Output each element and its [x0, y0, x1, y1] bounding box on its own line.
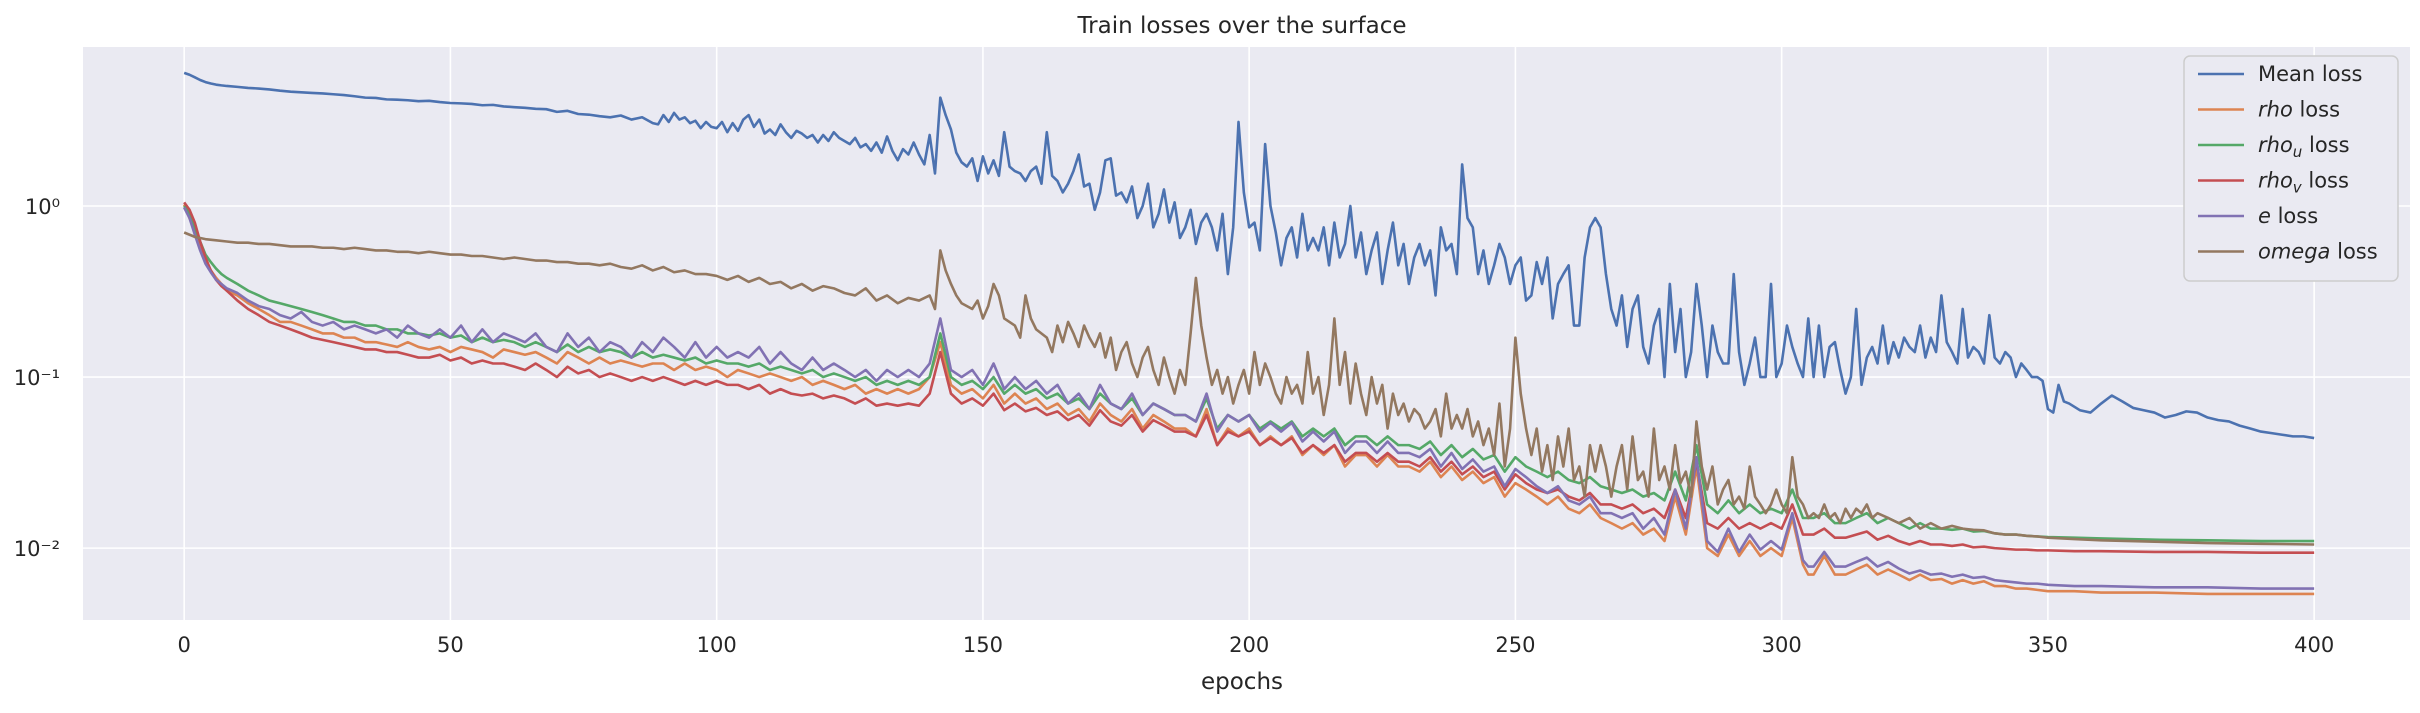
x-tick-label: 0 [177, 633, 190, 657]
x-tick-label: 150 [963, 633, 1003, 657]
legend-label: e loss [2258, 204, 2318, 228]
legend-label: rho loss [2258, 98, 2340, 122]
x-tick-label: 350 [2028, 633, 2068, 657]
series-line [183, 71, 2315, 440]
x-tick-label: 200 [1229, 633, 1269, 657]
legend-box [2183, 55, 2399, 282]
axis-ticks: 0 50 100 150 200 250 300 350 400 10⁻² 10⁻¹ 10⁰ [14, 195, 2334, 657]
x-tick-label: 100 [697, 633, 737, 657]
y-tick-label: 10⁰ [25, 195, 60, 219]
x-tick-label: 250 [1495, 633, 1535, 657]
y-tick-label: 10⁻² [14, 537, 60, 561]
series-line [183, 201, 2315, 555]
legend-label: Mean loss [2258, 62, 2362, 86]
legend-label: omega loss [2258, 240, 2378, 264]
legend-label: rhov loss [2258, 169, 2349, 197]
x-tick-label: 300 [1762, 633, 1802, 657]
series-line [183, 231, 2315, 546]
legend-label: rhou loss [2258, 133, 2350, 161]
chart-title: Train losses over the surface [1076, 13, 1406, 39]
series-line [183, 206, 2315, 590]
x-tick-label: 50 [437, 633, 464, 657]
x-tick-label: 400 [2294, 633, 2334, 657]
y-tick-label: 10⁻¹ [14, 366, 60, 390]
legend: Mean loss rho loss rhou loss rhov loss e los… [2183, 55, 2399, 282]
x-axis-label: epochs [1201, 669, 1283, 695]
plot-area [83, 47, 2410, 620]
series-lines [182, 71, 2315, 596]
